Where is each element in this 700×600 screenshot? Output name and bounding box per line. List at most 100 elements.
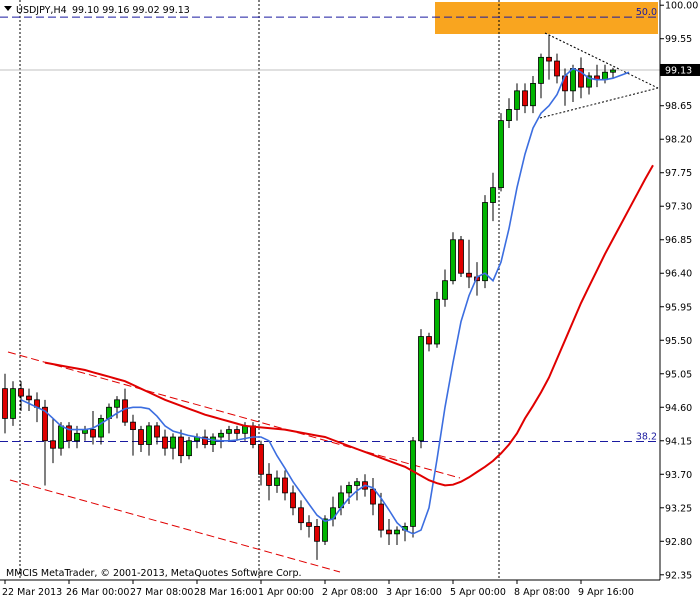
x-tick-label: 26 Mar 00:00 — [66, 587, 129, 598]
x-tick-label: 22 Mar 2013 — [2, 587, 62, 598]
x-tick-label: 3 Apr 16:00 — [386, 587, 442, 598]
triangle-line — [544, 32, 659, 89]
y-tick-label: 95.95 — [665, 302, 692, 313]
candle-body — [122, 399, 128, 423]
quote: 99.10 99.16 99.02 99.13 — [72, 5, 190, 16]
candle-body — [410, 440, 416, 527]
candle-body — [346, 485, 352, 494]
candle-body — [570, 68, 576, 92]
candle-body — [18, 388, 24, 397]
y-tick-label: 95.50 — [665, 336, 692, 347]
candle-body — [546, 56, 552, 62]
y-tick-label: 96.85 — [665, 235, 692, 246]
candle-body — [322, 518, 328, 542]
channel-line — [9, 479, 341, 573]
x-tick-label: 5 Apr 00:00 — [450, 587, 506, 598]
candle-body — [530, 82, 536, 107]
candle-body — [482, 202, 488, 282]
y-tick-label: 97.30 — [665, 202, 692, 213]
candle-body — [434, 298, 440, 345]
x-tick-label: 9 Apr 16:00 — [578, 587, 634, 598]
y-tick-label: 98.20 — [665, 135, 692, 146]
candle-body — [114, 399, 120, 408]
triangle-line — [539, 87, 659, 119]
candle-body — [130, 421, 136, 431]
candle-body — [442, 280, 448, 300]
x-tick-label: 1 Apr 00:00 — [258, 587, 314, 598]
candle-body — [554, 60, 560, 77]
candle-body — [386, 529, 392, 535]
candle-body — [538, 56, 544, 84]
candle-body — [394, 529, 400, 535]
candle-body — [258, 444, 264, 475]
y-tick-label: 93.70 — [665, 470, 692, 481]
y-tick-label: 98.65 — [665, 101, 692, 112]
candle-body — [514, 90, 520, 110]
candle-body — [306, 522, 312, 527]
candle-body — [74, 432, 80, 442]
candle-body — [298, 507, 304, 524]
candle-body — [90, 429, 96, 438]
moving-average — [20, 67, 630, 535]
plot — [0, 16, 660, 560]
candle-body — [370, 488, 376, 505]
candle-body — [522, 90, 528, 107]
candle-body — [186, 440, 192, 457]
level-label: 50.0 — [636, 7, 657, 18]
candle-body — [26, 395, 32, 401]
candle-body — [226, 429, 232, 434]
candle-body — [10, 388, 16, 419]
candle-body — [154, 425, 160, 438]
candle-body — [586, 75, 592, 88]
candle-body — [578, 68, 584, 88]
candle-body — [450, 239, 456, 282]
y-tick-label: 92.80 — [665, 537, 692, 548]
y-tick-label: 100.00 — [665, 1, 698, 12]
candle-body — [98, 418, 104, 438]
zone-rect — [435, 2, 658, 34]
candle-body — [290, 492, 296, 509]
candle-body — [378, 503, 384, 531]
y-tick-label: 92.35 — [665, 570, 692, 581]
y-tick-label: 99.55 — [665, 34, 692, 45]
candle-body — [426, 336, 432, 345]
candle-body — [610, 69, 616, 73]
candle-body — [354, 481, 360, 486]
watermark: MMCIS MetaTrader, © 2001-2013, MetaQuote… — [6, 568, 302, 579]
x-tick-label: 2 Apr 08:00 — [322, 587, 378, 598]
candle-body — [50, 440, 56, 449]
candle-body — [490, 187, 496, 203]
channel-line — [7, 351, 461, 479]
candle-body — [178, 436, 184, 457]
symbol: USDJPY,H4 — [16, 5, 67, 16]
candle-body — [506, 109, 512, 122]
candle-body — [274, 477, 280, 486]
candle-body — [266, 473, 272, 486]
y-tick-label: 96.40 — [665, 269, 692, 280]
candle-body — [66, 425, 72, 442]
bid-label: 99.13 — [665, 65, 692, 76]
candle-body — [282, 477, 288, 494]
candle-body — [42, 406, 48, 442]
candle-body — [58, 425, 64, 449]
level-label: 38.2 — [636, 432, 657, 443]
x-tick-label: 28 Mar 16:00 — [194, 587, 257, 598]
candle-body — [170, 436, 176, 449]
x-tick-label: 27 Mar 08:00 — [130, 587, 193, 598]
y-tick-label: 94.60 — [665, 403, 692, 414]
candle-body — [418, 336, 424, 442]
y-tick-label: 93.25 — [665, 503, 692, 514]
candle-body — [498, 120, 504, 189]
y-tick-label: 95.05 — [665, 369, 692, 380]
menu-arrow[interactable] — [4, 6, 12, 11]
candle-body — [138, 429, 144, 445]
candle-body — [218, 432, 224, 438]
candle-body — [162, 436, 168, 449]
moving-average — [44, 164, 654, 487]
candle-body — [458, 239, 464, 274]
candle-body — [202, 436, 208, 445]
candle-body — [466, 272, 472, 278]
